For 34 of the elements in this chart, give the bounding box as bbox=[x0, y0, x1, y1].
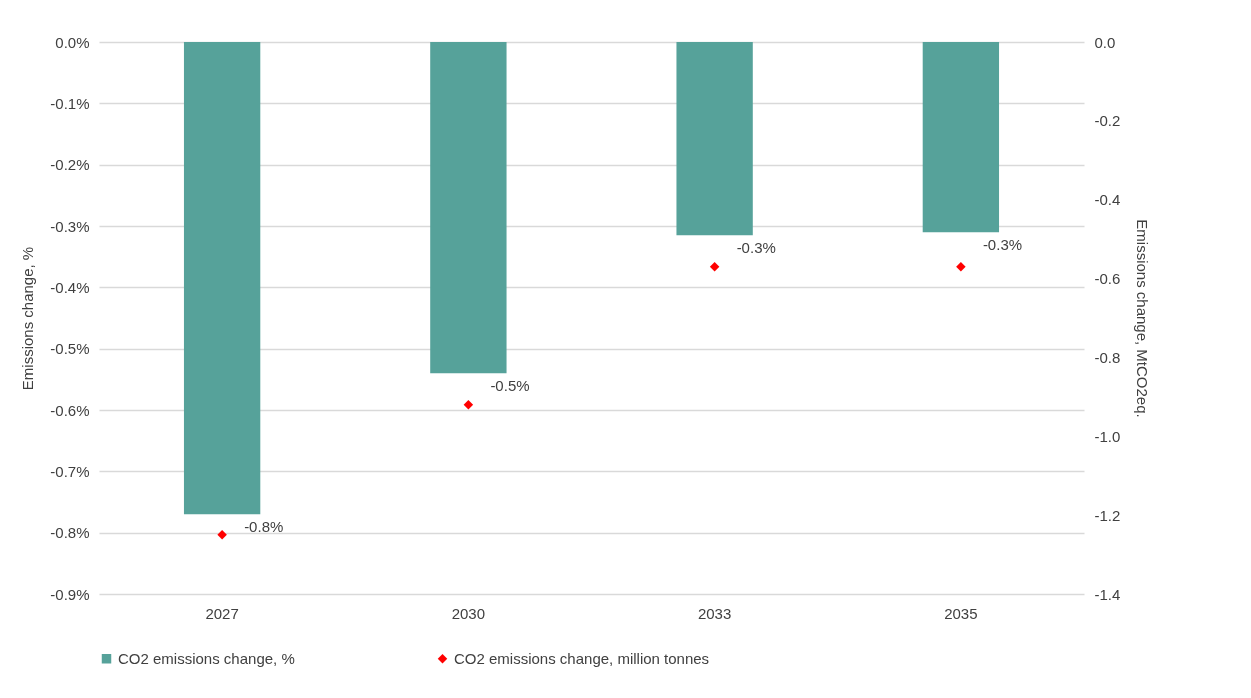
x-tick-label: 2027 bbox=[205, 604, 239, 622]
y2-tick-label: -1.2 bbox=[1094, 506, 1121, 524]
y-tick-label: -0.1% bbox=[50, 94, 90, 112]
y-tick-label: -0.8% bbox=[50, 524, 90, 542]
point bbox=[956, 262, 966, 272]
x-tick-label: 2030 bbox=[451, 604, 486, 622]
x-tick-label: 2035 bbox=[944, 604, 978, 622]
y-tick-label: -0.6% bbox=[50, 401, 90, 419]
data-label: -0.3% bbox=[982, 236, 1023, 254]
y-tick-label: -0.9% bbox=[50, 585, 90, 603]
y-tick-label: -0.3% bbox=[50, 217, 90, 235]
data-label: -0.3% bbox=[736, 239, 776, 257]
y-tick-label: -0.2% bbox=[50, 156, 90, 174]
legend-label: CO2 emissions change, % bbox=[118, 649, 295, 667]
y2-axis-title: Emissions change, MtCO2eq. bbox=[1134, 219, 1152, 418]
data-label: -0.5% bbox=[490, 377, 530, 395]
y-tick-label: -0.5% bbox=[50, 340, 90, 358]
y-tick-label: -0.4% bbox=[50, 278, 90, 296]
x-tick-label: 2033 bbox=[697, 604, 732, 622]
y-axis-title: Emissions change, % bbox=[19, 246, 37, 391]
data-label: -0.8% bbox=[244, 518, 284, 536]
point bbox=[463, 400, 474, 410]
y2-tick-label: -1.0 bbox=[1094, 427, 1121, 445]
y-tick-label: 0.0% bbox=[55, 33, 90, 51]
y2-tick-label: -0.6 bbox=[1094, 270, 1121, 288]
y2-tick-label: -0.2 bbox=[1094, 112, 1121, 130]
y-tick-label: -0.7% bbox=[50, 462, 90, 480]
legend-label: CO2 emissions change, million tonnes bbox=[454, 649, 710, 667]
y2-tick-label: -1.4 bbox=[1094, 585, 1121, 603]
y2-tick-label: -0.8 bbox=[1094, 348, 1121, 366]
point bbox=[709, 262, 720, 272]
y2-tick-label: -0.4 bbox=[1094, 191, 1121, 209]
point bbox=[217, 530, 227, 540]
y2-tick-label: 0.0 bbox=[1094, 33, 1116, 51]
